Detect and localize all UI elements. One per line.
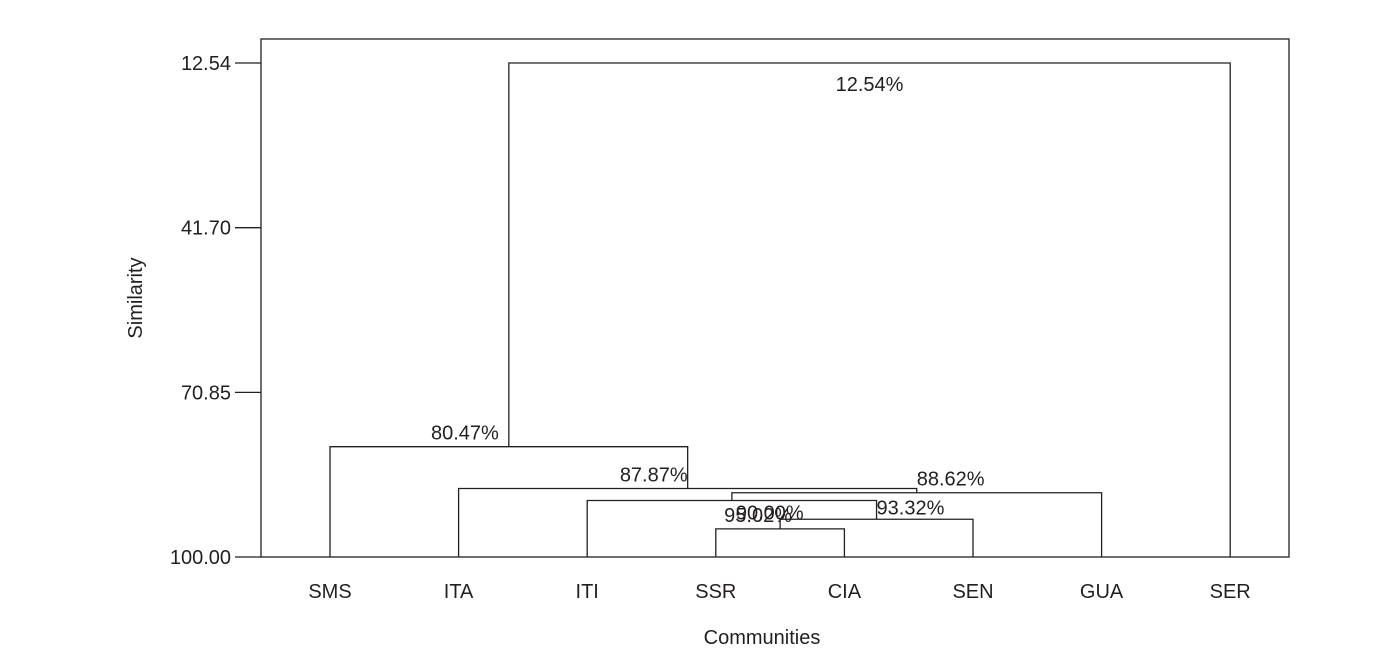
leaf-label-ssr: SSR: [695, 581, 736, 603]
link-m6: [329, 446, 689, 557]
dendrogram-links: [329, 62, 1231, 557]
y-tick-label: 100.00: [170, 547, 231, 569]
leaf-label-gua: GUA: [1080, 581, 1124, 603]
leaf-label-iti: ITI: [576, 581, 599, 603]
y-tick-label: 41.70: [181, 218, 231, 240]
merge-label-m4: 88.62%: [917, 469, 985, 491]
y-axis: 12.54 41.70 70.85 100.00: [170, 53, 261, 569]
x-axis-title: Communities: [704, 627, 821, 649]
leaf-label-cia: CIA: [828, 581, 862, 603]
merge-label-m6: 80.47%: [431, 423, 499, 445]
leaf-label-ita: ITA: [444, 581, 474, 603]
leaf-label-sms: SMS: [308, 581, 351, 603]
y-tick-label: 70.85: [181, 382, 231, 404]
leaf-label-sen: SEN: [952, 581, 993, 603]
merge-label-m1: 95.02%: [724, 505, 792, 527]
merge-label-m3: 90.00%: [736, 503, 804, 525]
plot-frame: [260, 38, 1290, 558]
link-m2: [779, 518, 974, 557]
y-tick-label: 12.54: [181, 53, 231, 75]
merge-label-m2: 93.32%: [877, 497, 945, 519]
x-axis: SMS ITA ITI SSR CIA SEN GUA SER: [308, 581, 1250, 603]
link-m7: [508, 62, 1231, 557]
leaf-label-ser: SER: [1210, 581, 1251, 603]
link-m1: [715, 528, 846, 557]
y-axis-title: Similarity: [125, 257, 147, 338]
link-m5: [457, 487, 918, 557]
merge-label-m7: 12.54%: [836, 74, 904, 96]
merge-label-m5: 87.87%: [620, 464, 688, 486]
merge-labels: 95.02% 93.32% 90.00% 88.62% 87.87% 80.47% 12.5…: [431, 74, 985, 527]
